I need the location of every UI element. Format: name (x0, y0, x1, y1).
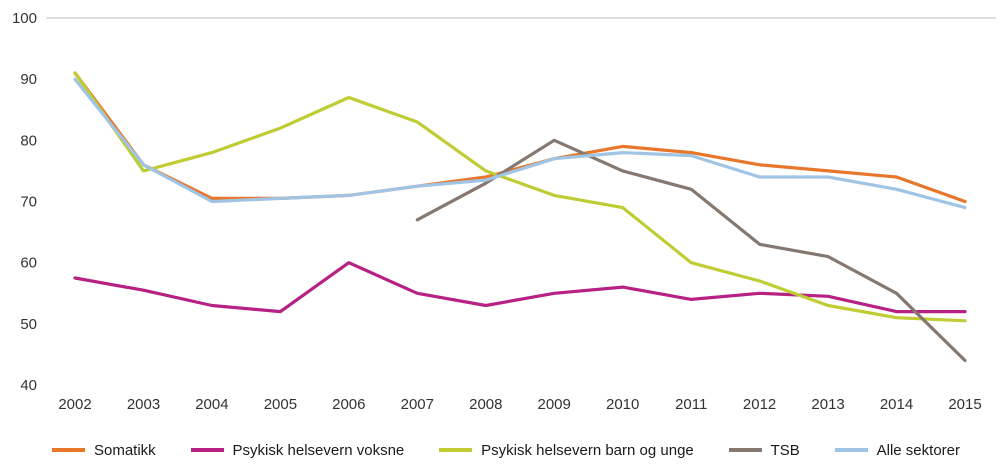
svg-text:70: 70 (20, 194, 37, 211)
svg-text:2009: 2009 (538, 396, 571, 413)
legend-swatch-psykisk-voksne (190, 448, 224, 452)
svg-text:60: 60 (20, 255, 37, 272)
svg-text:2008: 2008 (469, 396, 502, 413)
line-chart-canvas: 40 50 60 70 80 90 100 2002 2003 2004 2005 2006 2007 2… (12, 10, 996, 413)
svg-text:2012: 2012 (743, 396, 776, 413)
svg-text:2005: 2005 (264, 396, 297, 413)
legend-swatch-somatikk (52, 448, 85, 452)
legend-item-somatikk: Somatikk (52, 442, 156, 459)
legend-swatch-alle-sektorer (834, 448, 868, 452)
svg-text:2007: 2007 (401, 396, 434, 413)
legend-label: TSB (770, 441, 800, 459)
svg-text:90: 90 (20, 71, 37, 88)
legend-label: Psykisk helsevern voksne (232, 441, 405, 459)
svg-text:2015: 2015 (948, 396, 981, 413)
svg-text:2002: 2002 (58, 396, 91, 413)
svg-text:80: 80 (20, 132, 37, 149)
svg-text:2003: 2003 (127, 396, 160, 413)
legend: Somatikk Psykisk helsevern voksne Psykis… (0, 424, 1000, 468)
legend-swatch-tsb (728, 448, 762, 452)
svg-text:100: 100 (12, 10, 37, 27)
svg-text:2006: 2006 (332, 396, 365, 413)
svg-text:2013: 2013 (811, 396, 844, 413)
legend-label: Somatikk (94, 441, 156, 459)
legend-label: Psykisk helsevern barn og unge (481, 441, 694, 459)
legend-item-psykisk-voksne: Psykisk helsevern voksne (190, 441, 405, 459)
legend-swatch-psykisk-barn (439, 448, 473, 452)
legend-item-psykisk-barn: Psykisk helsevern barn og unge (439, 442, 694, 459)
legend-item-tsb: TSB (728, 441, 800, 459)
svg-text:50: 50 (20, 316, 37, 333)
legend-label: Alle sektorer (876, 441, 960, 459)
svg-text:2011: 2011 (675, 396, 707, 413)
legend-item-alle-sektorer: Alle sektorer (834, 441, 960, 459)
svg-text:2004: 2004 (195, 396, 228, 413)
svg-text:2010: 2010 (606, 396, 639, 413)
svg-text:2014: 2014 (880, 396, 913, 413)
line-chart: 40 50 60 70 80 90 100 2002 2003 2004 2005 2006 2007 2… (12, 10, 996, 413)
svg-text:40: 40 (20, 377, 37, 394)
